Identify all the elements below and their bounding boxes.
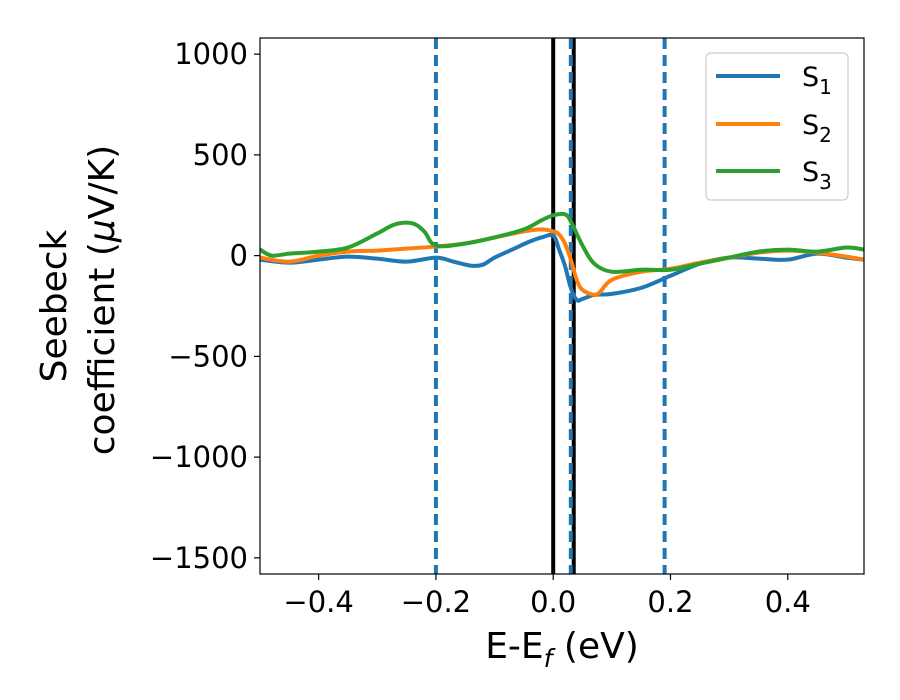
x-axis-label: E-Ef (eV) xyxy=(485,626,639,673)
y-axis-label-line1: Seebeck xyxy=(34,229,75,382)
x-tick-label: 0.0 xyxy=(530,585,576,619)
y-tick-label: 1000 xyxy=(174,37,248,71)
y-axis-label: Seebeck coefficient (μV/K) xyxy=(34,145,123,455)
x-tick-label: −0.4 xyxy=(283,585,353,619)
legend: S1 S2 S3 xyxy=(705,52,849,201)
plot-frame xyxy=(259,37,865,575)
y-tick-label: −500 xyxy=(168,339,248,373)
x-tick-label: −0.2 xyxy=(401,585,471,619)
x-axis-ticks: −0.4 −0.2 0.0 0.2 0.4 xyxy=(283,574,811,619)
reference-lines xyxy=(433,38,667,574)
x-tick-label: 0.4 xyxy=(765,585,811,619)
y-axis-ticks: 1000 500 0 −500 −1000 −1500 xyxy=(150,37,260,575)
legend-label-s3: S3 xyxy=(802,157,832,194)
legend-box xyxy=(705,52,849,201)
y-tick-label: 0 xyxy=(230,239,248,273)
y-tick-label: −1500 xyxy=(150,541,248,575)
y-axis-label-line2: coefficient (μV/K) xyxy=(82,145,123,455)
y-tick-label: −1000 xyxy=(150,440,248,474)
y-tick-label: 500 xyxy=(193,138,248,172)
x-tick-label: 0.2 xyxy=(647,585,693,619)
legend-label-s1: S1 xyxy=(802,62,832,99)
series-lines xyxy=(260,211,864,303)
legend-label-s2: S2 xyxy=(802,110,832,147)
series-line-s3 xyxy=(260,211,864,274)
